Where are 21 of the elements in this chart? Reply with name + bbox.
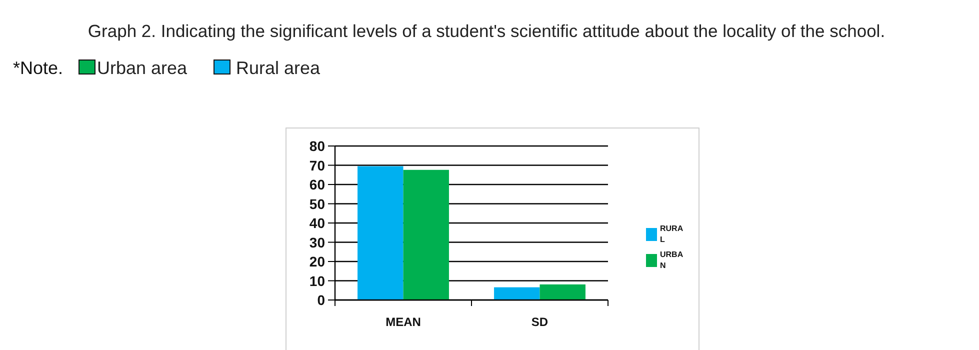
text: Rural area	[236, 58, 322, 78]
bar	[494, 287, 540, 300]
y-tick-label: 30	[309, 234, 326, 250]
x-tick-label: MEAN	[386, 315, 421, 329]
text: Urban area	[97, 58, 188, 78]
y-tick-label: 50	[309, 196, 326, 212]
text: *Note.	[13, 58, 64, 78]
legend-label: URBAN	[660, 250, 684, 270]
chart-title: Graph 2. Indicating the significant levels of a student's scientific attitude about the locality of the school.	[88, 21, 886, 41]
y-tick-label: 70	[309, 157, 326, 174]
y-tick-label: 20	[309, 254, 326, 270]
x-tick-label: SD	[531, 315, 548, 329]
y-tick-label: 80	[309, 138, 326, 154]
y-tick-label: 60	[309, 176, 326, 192]
y-tick-label: 10	[309, 272, 326, 289]
y-tick-label: 40	[309, 215, 326, 231]
y-tick-label: 0	[317, 292, 326, 308]
legend-label: RURAL	[660, 224, 684, 244]
bar	[358, 166, 404, 300]
bar	[540, 284, 586, 300]
bar	[403, 170, 449, 300]
